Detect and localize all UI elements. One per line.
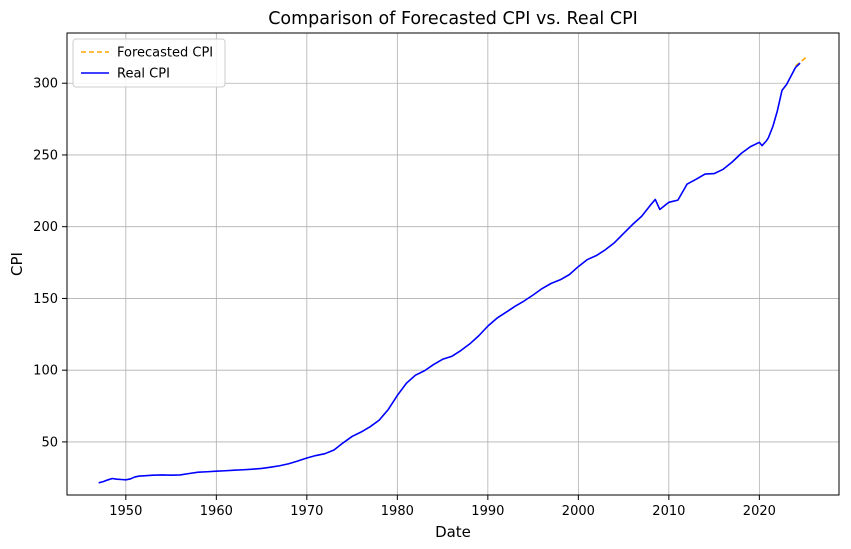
grid-lines [67,33,839,495]
x-tick-label: 1970 [290,504,323,519]
series-lines [98,56,807,484]
legend-box [72,38,226,88]
x-tick-label: 1990 [471,504,504,519]
x-tick-label: 1960 [200,504,233,519]
x-axis-ticks: 1950 1960 1970 1980 1990 2000 2010 2020 [109,495,776,519]
legend: Forecasted CPI Real CPI [72,38,226,88]
y-tick-label: 50 [41,435,58,450]
x-tick-label: 2010 [652,504,685,519]
y-tick-label: 300 [33,77,58,92]
x-tick-label: 1950 [109,504,142,519]
y-tick-label: 100 [33,364,58,379]
chart-title: Comparison of Forecasted CPI vs. Real CP… [268,9,638,29]
real-cpi-line [98,62,801,484]
legend-real-label: Real CPI [117,67,170,82]
y-tick-label: 150 [33,292,58,307]
x-tick-label: 2020 [743,504,776,519]
y-axis-label: CPI [8,252,26,276]
x-axis-label: Date [435,523,471,541]
legend-forecast-label: Forecasted CPI [117,46,213,61]
plot-frame [66,32,840,496]
forecast-cpi-line [795,56,807,67]
x-tick-label: 2000 [562,504,595,519]
y-axis-ticks: 50 100 150 200 250 300 [33,77,67,450]
y-tick-label: 250 [33,148,58,163]
x-tick-label: 1980 [381,504,414,519]
y-tick-label: 200 [33,220,58,235]
